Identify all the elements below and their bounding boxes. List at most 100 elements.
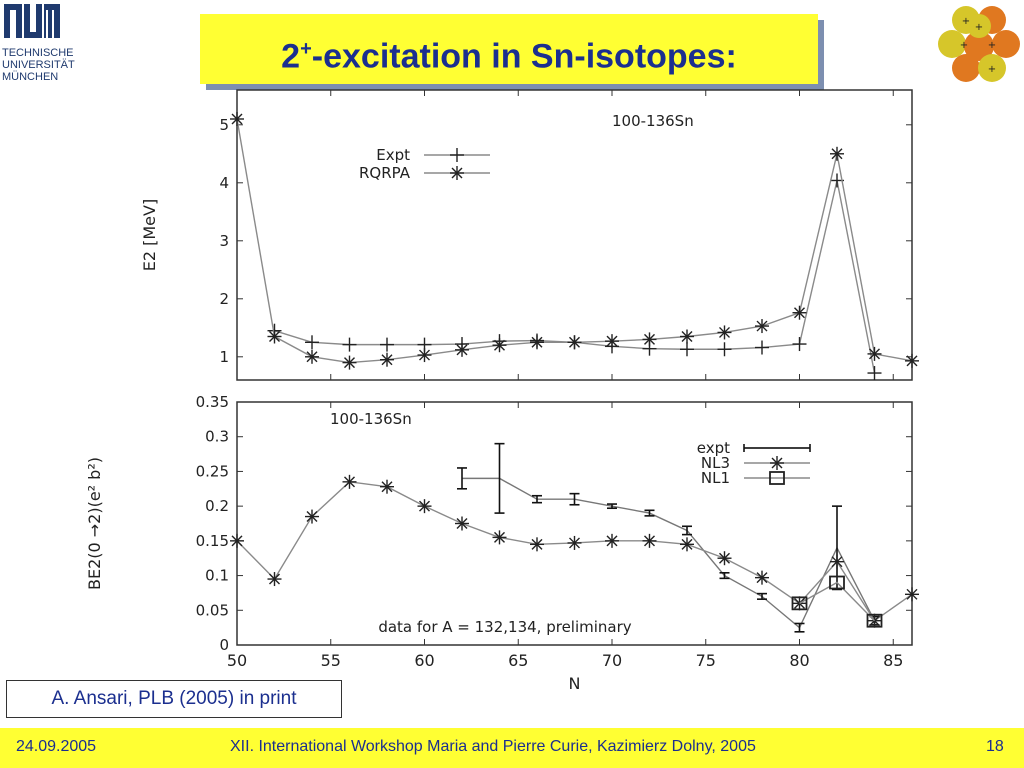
panel1-frame (236, 89, 913, 381)
panel1-RQRPA-point (455, 342, 469, 357)
panel2-xtick-label: 65 (508, 651, 528, 670)
panel2-NL3-point-d2 (681, 538, 693, 550)
panel1-RQRPA-point-d2 (494, 339, 505, 351)
panel2-xtick-label: 60 (414, 651, 434, 670)
panel2-NL3-point (230, 533, 244, 548)
panel2-xtick-label: 50 (227, 651, 247, 670)
panel2-expt-point (532, 494, 542, 504)
svg-text:+: + (975, 22, 983, 33)
panel1-RQRPA-point-d2 (569, 336, 580, 348)
panel1-RQRPA-point (267, 329, 282, 344)
panel2-NL3-point-d2 (381, 481, 393, 493)
panel1-RQRPA-point (417, 348, 432, 363)
panel1-legend-marker-RQRPA-d2 (451, 167, 463, 179)
panel2-y-axis-label: BE2(0 →2)(e² b²) (85, 457, 104, 590)
panel2-xtick-label: 70 (602, 651, 622, 670)
panel1-legend-marker-RQRPA (450, 166, 464, 180)
panel1-RQRPA-point (905, 353, 919, 368)
panel2-legend-label-NL3: NL3 (701, 454, 730, 472)
panel2-x-axis-label: N (569, 674, 581, 693)
panel1-Expt-point (680, 342, 694, 357)
panel1-ytick-label: 4 (219, 174, 229, 192)
panel2-expt-point (457, 467, 467, 490)
panel2-note: data for A = 132,134, preliminary (378, 618, 631, 636)
panel1-RQRPA-point-d2 (831, 148, 843, 160)
panel1-ytick-label: 5 (219, 116, 229, 134)
panel2-NL3-point-d2 (756, 572, 768, 584)
panel2-NL3-point (642, 533, 657, 548)
panel2-xtick-label: 75 (696, 651, 716, 670)
panel1-legend-label-RQRPA: RQRPA (359, 164, 411, 182)
slide-title-box: 2+-excitation in Sn-isotopes: (200, 14, 818, 84)
panel2-expt-point (719, 571, 730, 580)
logo-line-2: UNIVERSITÄT (2, 59, 75, 71)
panel2-NL3-point-d2 (306, 511, 318, 523)
panel1-RQRPA-point-d2 (419, 349, 430, 361)
footer-bar: 24.09.2005 XII. International Workshop M… (0, 728, 1024, 768)
panel2-legend-label-NL1: NL1 (701, 469, 730, 487)
panel2-NL3-point-d2 (269, 573, 280, 585)
panel2-expt-point (794, 622, 805, 633)
panel2-NL3-point-d2 (231, 535, 243, 547)
panel2-NL3-point (905, 587, 919, 602)
panel2-xtick-label: 85 (883, 651, 903, 670)
panel1-RQRPA-point (230, 112, 244, 126)
panel2-series-NL1-line (799, 581, 875, 622)
panel2-NL1-point-box (829, 575, 845, 590)
panel2-NL3-point-d2 (344, 476, 355, 488)
panel2-legend-label-expt: expt (697, 439, 730, 457)
panel2-NL1-point-box (866, 613, 883, 628)
footer-date: 24.09.2005 (16, 738, 97, 755)
panel2-NL3-point (455, 516, 469, 531)
panel1-y-axis-label: E2 [MeV] (140, 199, 159, 271)
panel2-NL1-point-box (791, 596, 808, 611)
panel2-xtick-label: 55 (321, 651, 341, 670)
panel2-expt-point (832, 505, 842, 591)
panel2-expt-point (607, 503, 617, 510)
panel1-RQRPA-point (305, 349, 319, 364)
panel1-RQRPA-point-d2 (606, 335, 618, 347)
panel2-NL3-point-d2 (644, 535, 655, 547)
panel2-NL3-point-d2 (831, 556, 843, 568)
panel1-RQRPA-point (567, 335, 582, 350)
panel2-NL3-point (605, 533, 619, 548)
panel2-NL1-point (829, 575, 845, 590)
panel2-NL3-point (417, 499, 432, 514)
panel1-ytick-label: 2 (219, 290, 229, 308)
panel1-RQRPA-point-d2 (869, 348, 880, 360)
panel2-ytick-label: 0.2 (205, 497, 229, 515)
logo-line-1: TECHNISCHE (2, 47, 74, 59)
panel2-NL3-point (830, 554, 844, 569)
panel2-NL3-point (755, 570, 769, 585)
panel1-RQRPA-point (605, 334, 619, 349)
panel1-RQRPA-point-d2 (456, 344, 468, 356)
panel1-RQRPA-point-d2 (719, 326, 730, 338)
panel2-series-expt-line (462, 477, 876, 629)
panel1-RQRPA-point (717, 325, 732, 340)
panel2-ytick-label: 0.15 (196, 532, 229, 550)
panel1-RQRPA-point-d2 (306, 351, 318, 363)
panel1-RQRPA-point (342, 355, 357, 370)
panel2-NL3-point (567, 535, 582, 550)
panel1-Expt-point (717, 342, 732, 357)
panel2-NL3-point (267, 572, 282, 587)
svg-text:+: + (988, 64, 996, 75)
panel2-NL1-point (791, 596, 808, 611)
panel1-RQRPA-point-d2 (681, 331, 693, 342)
panel2-legend-marker-NL3-d2 (771, 457, 783, 469)
panel2-NL3-point (380, 479, 394, 494)
panel2-annotation: 100-136Sn (330, 410, 412, 428)
footer-page-number: 18 (986, 738, 1004, 755)
panel1-RQRPA-point-d2 (644, 333, 655, 345)
panel1-RQRPA-point-d2 (906, 355, 918, 367)
panel2-ytick-label: 0.1 (205, 567, 229, 585)
panel2-ytick-label: 0 (219, 636, 229, 654)
panel1-RQRPA-point (492, 338, 507, 353)
panel1-Expt-point (380, 337, 394, 352)
panel2-NL3-point (305, 509, 319, 524)
panel2-NL3-point (342, 474, 357, 489)
panel1-annotation: 100-136Sn (612, 112, 694, 130)
tum-logo: TECHNISCHE UNIVERSITÄT MÜNCHEN (2, 2, 82, 83)
panel1-RQRPA-point-d2 (231, 113, 243, 125)
panel1-RQRPA-point (755, 319, 769, 334)
